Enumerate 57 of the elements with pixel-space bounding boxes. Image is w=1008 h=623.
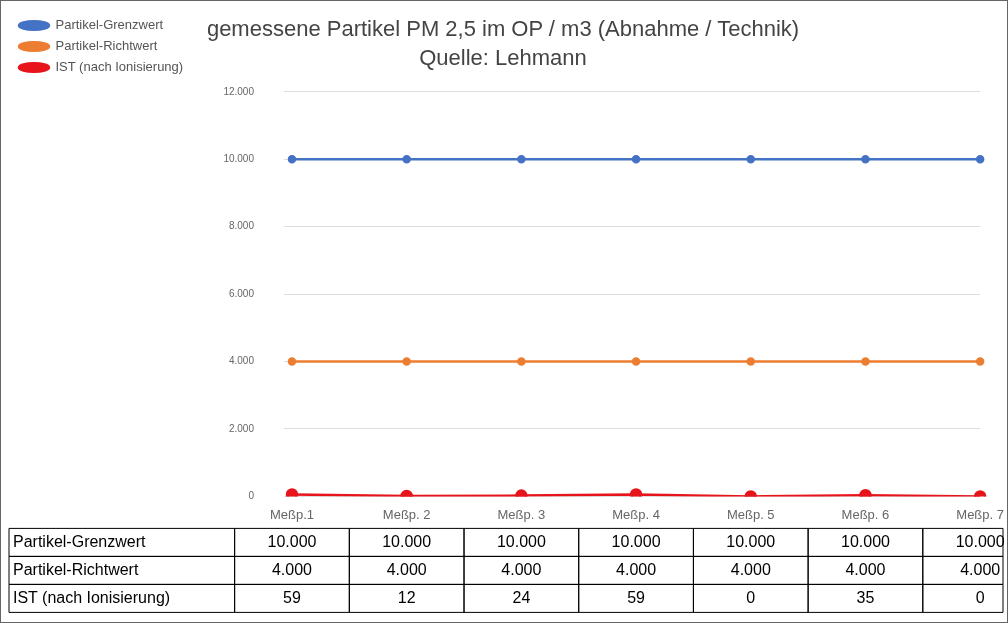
y-tick-label: 12.000 <box>223 85 255 97</box>
data-label: 4.000 <box>845 560 886 578</box>
data-label: 10.000 <box>267 532 317 550</box>
point <box>861 357 870 366</box>
y-tick-label: 8.000 <box>228 220 255 232</box>
y-tick-label: 10.000 <box>223 152 255 164</box>
x-tick-label: Meßp. 5 <box>726 506 775 522</box>
x-tick-label: Meßp. 2 <box>382 506 431 522</box>
point <box>517 154 526 164</box>
data-label: 10.000 <box>955 532 1005 550</box>
text: Partikel-Richtwert <box>13 560 139 578</box>
y-tick-label: 6.000 <box>228 287 255 299</box>
point <box>861 154 870 164</box>
data-label: 59 <box>627 588 646 606</box>
data-label: 4.000 <box>616 560 657 578</box>
legend-label: IST (nach Ionisierung) <box>55 59 184 75</box>
point <box>287 357 297 366</box>
data-label: 4.000 <box>386 560 427 578</box>
x-tick-label: Meßp.1 <box>269 506 315 522</box>
text: IST (nach Ionisierung) <box>13 588 171 606</box>
data-label: 4.000 <box>271 560 313 578</box>
x-tick-label: Meßp. 3 <box>497 506 546 522</box>
y-tick-label: 2.000 <box>228 422 255 434</box>
data-label: 0 <box>975 588 985 606</box>
y-tick-label: 4.000 <box>228 355 255 367</box>
data-label: 4.000 <box>501 560 542 578</box>
data-label: 0 <box>746 588 756 606</box>
chart-subtitle: Quelle: Lehmann <box>419 44 587 70</box>
x-tick-label: Meßp. 6 <box>841 506 890 522</box>
data-label: 4.000 <box>960 560 1001 578</box>
x-tick-label: Meßp. 4 <box>612 506 660 522</box>
data-label: 10.000 <box>496 532 546 550</box>
data-label: 35 <box>856 588 875 606</box>
point <box>746 154 756 164</box>
point <box>517 357 526 366</box>
text: Partikel-Grenzwert <box>13 532 146 550</box>
point <box>631 154 641 164</box>
y-tick-label: 0 <box>248 490 255 502</box>
data-label: 10.000 <box>726 532 776 550</box>
data-label: 10.000 <box>382 532 432 550</box>
point <box>631 357 641 366</box>
legend-label: Partikel-Richtwert <box>55 38 158 54</box>
data-label: 4.000 <box>730 560 771 578</box>
point <box>402 357 411 366</box>
data-label: 24 <box>512 588 531 606</box>
point <box>746 357 756 366</box>
x-tick-label: Meßp. 7 <box>956 506 1004 522</box>
data-label: 10.000 <box>840 532 891 550</box>
data-label: 10.000 <box>611 532 661 550</box>
point <box>975 154 985 164</box>
data-label: 12 <box>397 588 416 606</box>
data-label: 59 <box>283 588 301 606</box>
point <box>402 154 411 164</box>
chart-title: gemessene Partikel PM 2,5 im OP / m3 (Abnahme / Technik) <box>206 16 800 42</box>
point <box>287 154 297 164</box>
point <box>975 357 985 366</box>
legend-label: Partikel-Grenzwert <box>55 17 164 33</box>
